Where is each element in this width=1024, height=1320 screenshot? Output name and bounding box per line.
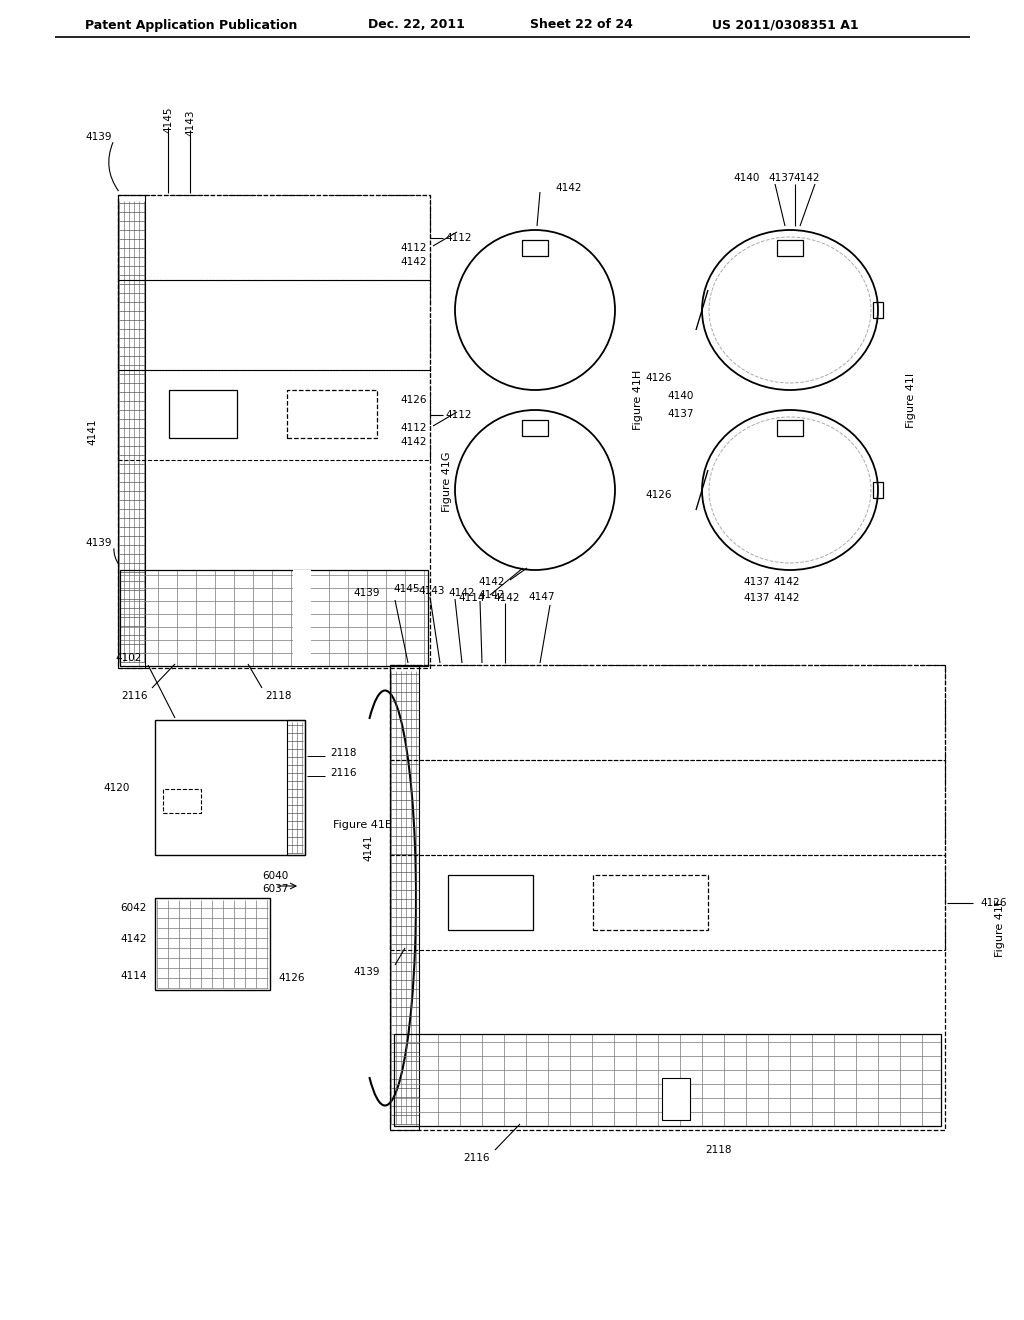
Text: 2116: 2116 — [330, 768, 356, 777]
Text: Figure 41E: Figure 41E — [333, 820, 392, 830]
Text: 4126: 4126 — [980, 898, 1007, 908]
Bar — [287, 719, 305, 855]
Bar — [155, 719, 305, 855]
Text: 4126: 4126 — [645, 490, 672, 500]
Text: 4147: 4147 — [528, 591, 555, 602]
Text: 6042: 6042 — [121, 903, 147, 913]
Text: 4112: 4112 — [400, 243, 427, 253]
Bar — [522, 420, 548, 436]
Text: 6040: 6040 — [262, 871, 288, 880]
Bar — [118, 195, 430, 280]
Text: Figure 41G: Figure 41G — [442, 451, 452, 512]
Text: 4102: 4102 — [116, 653, 142, 663]
Text: 4141: 4141 — [362, 834, 373, 861]
Text: 4126: 4126 — [645, 374, 672, 383]
Text: Figure 41I: Figure 41I — [906, 372, 916, 428]
Text: 4142: 4142 — [400, 437, 427, 447]
Text: US 2011/0308351 A1: US 2011/0308351 A1 — [712, 18, 859, 32]
Bar — [390, 665, 945, 760]
Bar — [390, 855, 945, 950]
Text: 2118: 2118 — [330, 748, 356, 758]
Text: 4139: 4139 — [353, 968, 380, 977]
Bar — [522, 240, 548, 256]
Text: 4143: 4143 — [419, 586, 445, 597]
Text: 4140: 4140 — [733, 173, 760, 183]
Text: 4126: 4126 — [278, 973, 304, 983]
Text: 2116: 2116 — [464, 1152, 490, 1163]
Text: 4137: 4137 — [768, 173, 795, 183]
Text: 4139: 4139 — [85, 132, 112, 143]
Bar — [777, 240, 803, 256]
Bar — [118, 280, 430, 370]
Bar — [390, 665, 419, 1130]
Text: 4142: 4142 — [478, 577, 505, 587]
Text: 2118: 2118 — [265, 690, 292, 701]
Text: 4112: 4112 — [445, 411, 471, 420]
Text: 4142: 4142 — [449, 587, 475, 598]
Text: 4137: 4137 — [668, 409, 694, 418]
Bar — [662, 1078, 690, 1119]
Text: Figure 41H: Figure 41H — [633, 370, 643, 430]
Text: Figure 41F: Figure 41F — [995, 899, 1005, 957]
Text: 4142: 4142 — [794, 173, 820, 183]
Text: Dec. 22, 2011: Dec. 22, 2011 — [368, 18, 465, 32]
Text: 4120: 4120 — [103, 783, 130, 793]
Text: 4141: 4141 — [87, 418, 97, 445]
Bar — [873, 482, 883, 498]
Text: 4142: 4142 — [478, 590, 505, 601]
Text: 4126: 4126 — [400, 395, 427, 405]
Text: 2116: 2116 — [122, 690, 148, 701]
Text: 4142: 4142 — [494, 593, 520, 603]
Text: 6037: 6037 — [262, 884, 289, 894]
Text: 4137: 4137 — [743, 577, 770, 587]
Text: 4112: 4112 — [445, 234, 471, 243]
Text: 4145: 4145 — [163, 107, 173, 133]
Text: 4137: 4137 — [743, 593, 770, 603]
Bar — [120, 570, 428, 667]
Text: 4140: 4140 — [668, 391, 694, 401]
Bar — [118, 195, 430, 668]
Text: 4142: 4142 — [400, 257, 427, 267]
Text: 4114: 4114 — [459, 593, 485, 603]
Bar — [394, 1034, 941, 1126]
Bar — [169, 389, 237, 438]
Bar — [449, 875, 534, 931]
Bar — [287, 389, 377, 438]
Text: 4114: 4114 — [121, 972, 147, 981]
Bar — [390, 760, 945, 855]
Bar — [118, 195, 145, 668]
Bar — [163, 789, 201, 813]
Text: 4142: 4142 — [773, 593, 800, 603]
Text: 4142: 4142 — [773, 577, 800, 587]
Text: Patent Application Publication: Patent Application Publication — [85, 18, 297, 32]
Text: 4142: 4142 — [121, 935, 147, 944]
Text: 4142: 4142 — [555, 183, 582, 193]
Text: 4112: 4112 — [400, 422, 427, 433]
Text: 4143: 4143 — [185, 110, 195, 136]
Bar — [390, 665, 945, 1130]
Text: 4145: 4145 — [393, 583, 420, 594]
Bar — [118, 370, 430, 459]
Text: 2118: 2118 — [705, 1144, 731, 1155]
Bar — [873, 302, 883, 318]
Bar — [593, 875, 708, 931]
Text: 4139: 4139 — [85, 539, 112, 548]
Bar — [293, 570, 311, 667]
Text: Sheet 22 of 24: Sheet 22 of 24 — [530, 18, 633, 32]
Text: 4139: 4139 — [353, 587, 380, 598]
Bar — [777, 420, 803, 436]
Bar — [155, 898, 270, 990]
